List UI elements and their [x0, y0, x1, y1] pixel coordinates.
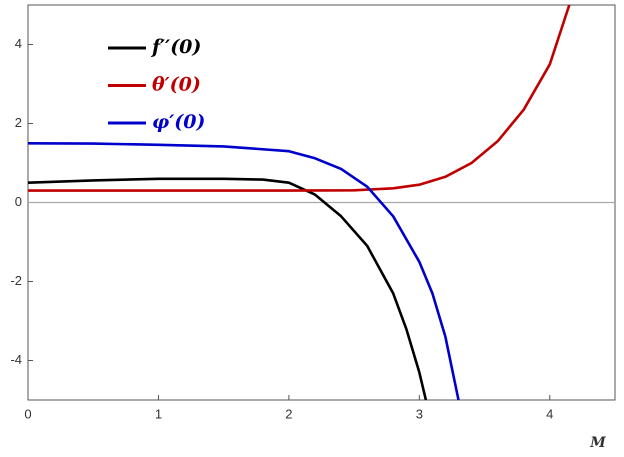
y-tick-label: 2 — [15, 115, 22, 130]
y-tick-label: 0 — [15, 194, 22, 209]
x-axis-label: M — [589, 435, 606, 451]
legend-label: θ′(0) — [152, 74, 201, 96]
x-tick-label: 3 — [416, 406, 423, 421]
series-line — [28, 5, 571, 192]
x-tick-label: 4 — [546, 406, 553, 421]
x-tick-label: 0 — [24, 406, 31, 421]
y-tick-label: -4 — [10, 352, 22, 367]
series-line — [28, 142, 460, 400]
legend-label: φ′(0) — [152, 111, 205, 133]
legend-label: f′′(0) — [150, 36, 201, 58]
y-tick-label: -2 — [10, 273, 22, 288]
series-line — [28, 177, 428, 400]
y-tick-label: 4 — [15, 36, 22, 51]
x-tick-label: 1 — [155, 406, 162, 421]
x-tick-label: 2 — [285, 406, 292, 421]
